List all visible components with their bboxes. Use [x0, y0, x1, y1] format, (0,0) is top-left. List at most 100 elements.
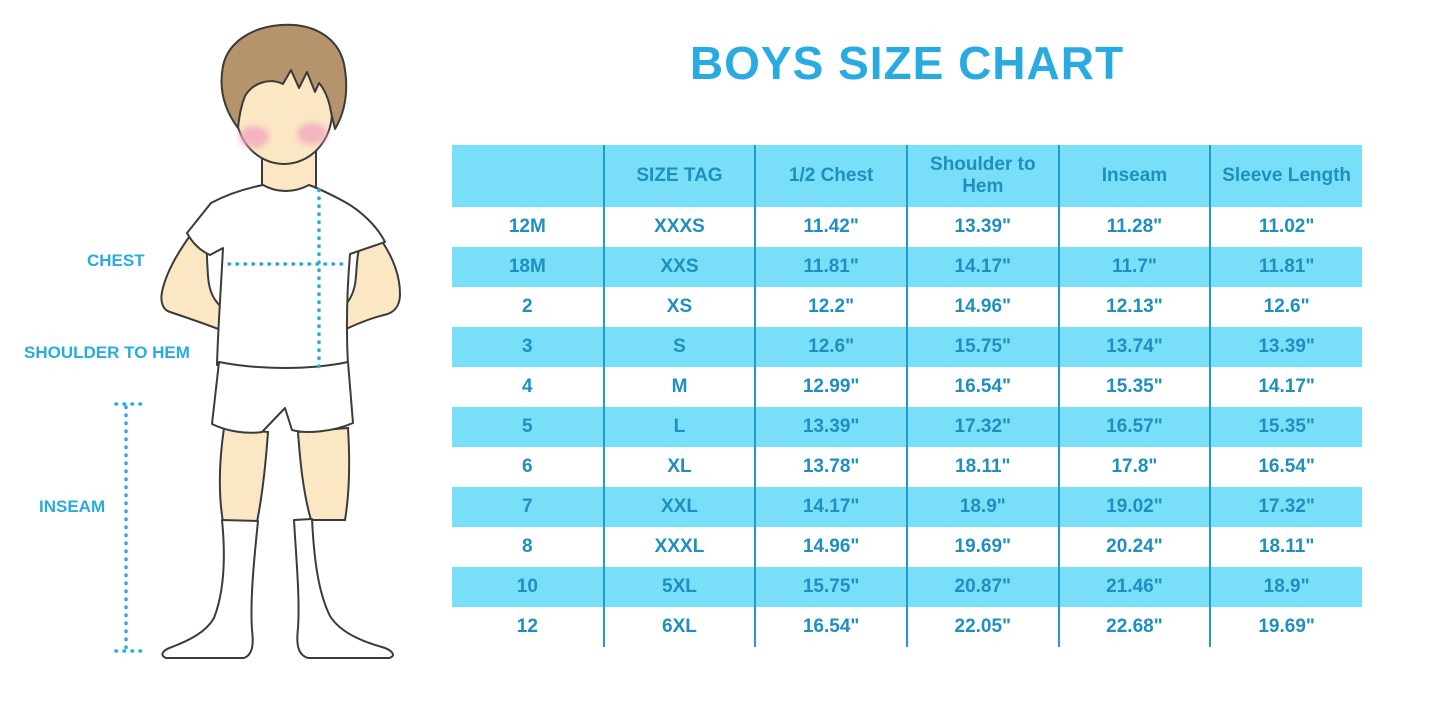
table-row: 12M XXXS 11.42" 13.39" 11.28" 11.02" — [452, 207, 1362, 247]
measurement-cell: 22.68" — [1057, 607, 1211, 647]
measurement-cell: 18.9" — [905, 487, 1059, 527]
table-row: 8 XXXL 14.96" 19.69" 20.24" 18.11" — [452, 527, 1362, 567]
size-cell: 2 — [452, 287, 604, 327]
hair — [220, 23, 348, 130]
right-sock — [293, 518, 394, 659]
measurement-cell: 13.74" — [1057, 327, 1211, 367]
table-row: 18M XXS 11.81" 14.17" 11.7" 11.81" — [452, 247, 1362, 287]
measurement-cell: XXS — [602, 247, 756, 287]
right-leg — [296, 426, 351, 521]
size-cell: 18M — [452, 247, 604, 287]
column-header: SIZE TAG — [602, 145, 756, 207]
measurement-cell: 15.35" — [1057, 367, 1211, 407]
measurement-cell: 6XL — [602, 607, 756, 647]
measurement-cell: 16.57" — [1057, 407, 1211, 447]
measurement-cell: 18.11" — [905, 447, 1059, 487]
left-sock — [161, 519, 259, 659]
size-cell: 12 — [452, 607, 604, 647]
measurement-cell: 16.54" — [1209, 447, 1362, 487]
right-blush — [297, 123, 327, 145]
measurement-cell: 11.7" — [1057, 247, 1211, 287]
page-title: BOYS SIZE CHART — [689, 37, 1125, 89]
table-body: 12M XXXS 11.42" 13.39" 11.28" 11.02" 18M XXS 11.… — [452, 207, 1362, 647]
table-row: 10 5XL 15.75" 20.87" 21.46" 18.9" — [452, 567, 1362, 607]
measurement-cell: 19.69" — [1209, 607, 1362, 647]
inseam-label: INSEAM — [39, 497, 106, 516]
left-leg — [218, 426, 270, 523]
table-row: 6 XL 13.78" 18.11" 17.8" 16.54" — [452, 447, 1362, 487]
measurement-cell: 15.75" — [905, 327, 1059, 367]
size-cell: 10 — [452, 567, 604, 607]
left-arm — [160, 232, 233, 333]
size-cell: 7 — [452, 487, 604, 527]
shoulder-to-hem-label: SHOULDER TO HEM — [24, 343, 190, 362]
measurement-cell: 11.28" — [1057, 207, 1211, 247]
right-arm — [333, 239, 401, 333]
measurement-cell: XXXL — [602, 527, 756, 567]
table-row: 4 M 12.99" 16.54" 15.35" 14.17" — [452, 367, 1362, 407]
size-cell: 3 — [452, 327, 604, 367]
measurement-cell: 13.39" — [1209, 327, 1362, 367]
measurement-cell: 12.6" — [1209, 287, 1362, 327]
table-header: SIZE TAG 1/2 Chest Shoulder to Hem Inseam Sl… — [452, 145, 1362, 207]
measurement-cell: 16.54" — [905, 367, 1059, 407]
measurement-cell: L — [602, 407, 756, 447]
measurement-cell: 17.32" — [905, 407, 1059, 447]
measurement-cell: 12.2" — [754, 287, 907, 327]
table-row: 12 6XL 16.54" 22.05" 22.68" 19.69" — [452, 607, 1362, 647]
measurement-cell: 14.17" — [1209, 367, 1362, 407]
left-blush — [239, 126, 269, 148]
measurement-cell: 12.13" — [1057, 287, 1211, 327]
measurement-cell: 11.81" — [1209, 247, 1362, 287]
measurement-cell: 18.11" — [1209, 527, 1362, 567]
table-row: 3 S 12.6" 15.75" 13.74" 13.39" — [452, 327, 1362, 367]
measurement-cell: 15.75" — [754, 567, 907, 607]
measurement-cell: 18.9" — [1209, 567, 1362, 607]
column-header: Shoulder to Hem — [905, 145, 1059, 207]
measurement-cell: 13.39" — [905, 207, 1059, 247]
measurement-cell: 17.8" — [1057, 447, 1211, 487]
measurement-cell: 22.05" — [905, 607, 1059, 647]
size-cell: 6 — [452, 447, 604, 487]
table-row: 5 L 13.39" 17.32" 16.57" 15.35" — [452, 407, 1362, 447]
measurement-cell: 19.69" — [905, 527, 1059, 567]
column-header: Inseam — [1057, 145, 1211, 207]
header-row: SIZE TAG 1/2 Chest Shoulder to Hem Inseam Sl… — [452, 145, 1362, 207]
shorts — [211, 361, 354, 434]
measurement-cell: 12.99" — [754, 367, 907, 407]
measurement-cell: 5XL — [602, 567, 756, 607]
measurement-cell: 14.96" — [905, 287, 1059, 327]
size-chart-table: SIZE TAG 1/2 Chest Shoulder to Hem Inseam Sl… — [452, 145, 1362, 647]
size-cell: 12M — [452, 207, 604, 247]
measurement-cell: 13.39" — [754, 407, 907, 447]
measurement-cell: 11.81" — [754, 247, 907, 287]
size-cell: 8 — [452, 527, 604, 567]
measurement-cell: XL — [602, 447, 756, 487]
chest-label: CHEST — [87, 251, 145, 270]
table-row: 2 XS 12.2" 14.96" 12.13" 12.6" — [452, 287, 1362, 327]
measurement-cell: 14.96" — [754, 527, 907, 567]
measurement-cell: XXL — [602, 487, 756, 527]
measurement-cell: 13.78" — [754, 447, 907, 487]
column-header — [452, 145, 604, 207]
measurement-cell: XXXS — [602, 207, 756, 247]
measurement-cell: 20.24" — [1057, 527, 1211, 567]
measurement-cell: M — [602, 367, 756, 407]
measurement-cell: 16.54" — [754, 607, 907, 647]
measurement-cell: 11.42" — [754, 207, 907, 247]
column-header: 1/2 Chest — [754, 145, 907, 207]
measurement-cell: 15.35" — [1209, 407, 1362, 447]
column-header: Sleeve Length — [1209, 145, 1362, 207]
boy-illustration: CHEST SHOULDER TO HEM INSEAM — [0, 0, 460, 723]
size-cell: 5 — [452, 407, 604, 447]
size-cell: 4 — [452, 367, 604, 407]
measurement-cell: 12.6" — [754, 327, 907, 367]
measurement-cell: 14.17" — [905, 247, 1059, 287]
boy-figure-drawing — [114, 23, 401, 659]
table-row: 7 XXL 14.17" 18.9" 19.02" 17.32" — [452, 487, 1362, 527]
measurement-cell: 20.87" — [905, 567, 1059, 607]
measurement-cell: S — [602, 327, 756, 367]
measurement-cell: 17.32" — [1209, 487, 1362, 527]
measurement-cell: 14.17" — [754, 487, 907, 527]
